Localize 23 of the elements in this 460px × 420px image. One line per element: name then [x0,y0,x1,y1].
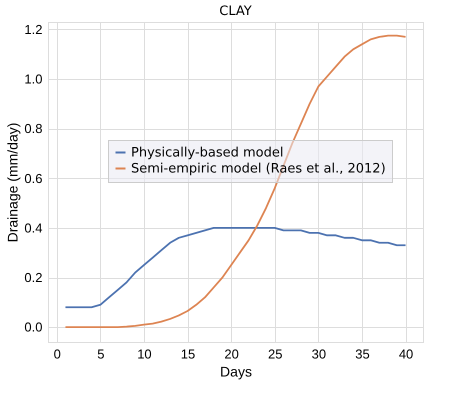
y-tick-label: 0.8 [24,121,42,136]
y-tick-label: 0.4 [24,220,42,236]
y-tick-label: 1.2 [24,22,42,37]
x-tick-label: 10 [137,346,152,362]
line-series [64,34,406,328]
y-tick-label: 0.6 [24,170,42,186]
x-tick-label: 40 [398,346,414,362]
x-tick-label: 5 [97,346,104,362]
y-tick-label: 0.2 [24,270,42,286]
x-tick-label: 30 [312,346,326,362]
legend-label: Physically-based model [131,146,284,160]
x-tick-label: 15 [180,346,196,362]
legend-label: Semi-empiric model (Raes et al., 2012) [131,162,386,176]
x-tick-label: 35 [355,346,370,362]
x-tick-label: 25 [268,346,282,362]
x-tick-label: 20 [224,346,239,362]
y-axis-title: Drainage (mm/day) [4,122,20,242]
line-series [64,226,406,308]
y-tick-label: 1.0 [24,72,42,87]
x-axis-title: Days [220,364,252,380]
y-tick-label: 0.0 [24,320,42,335]
chart-title: CLAY [219,4,252,19]
x-tick-label: 0 [54,346,61,362]
